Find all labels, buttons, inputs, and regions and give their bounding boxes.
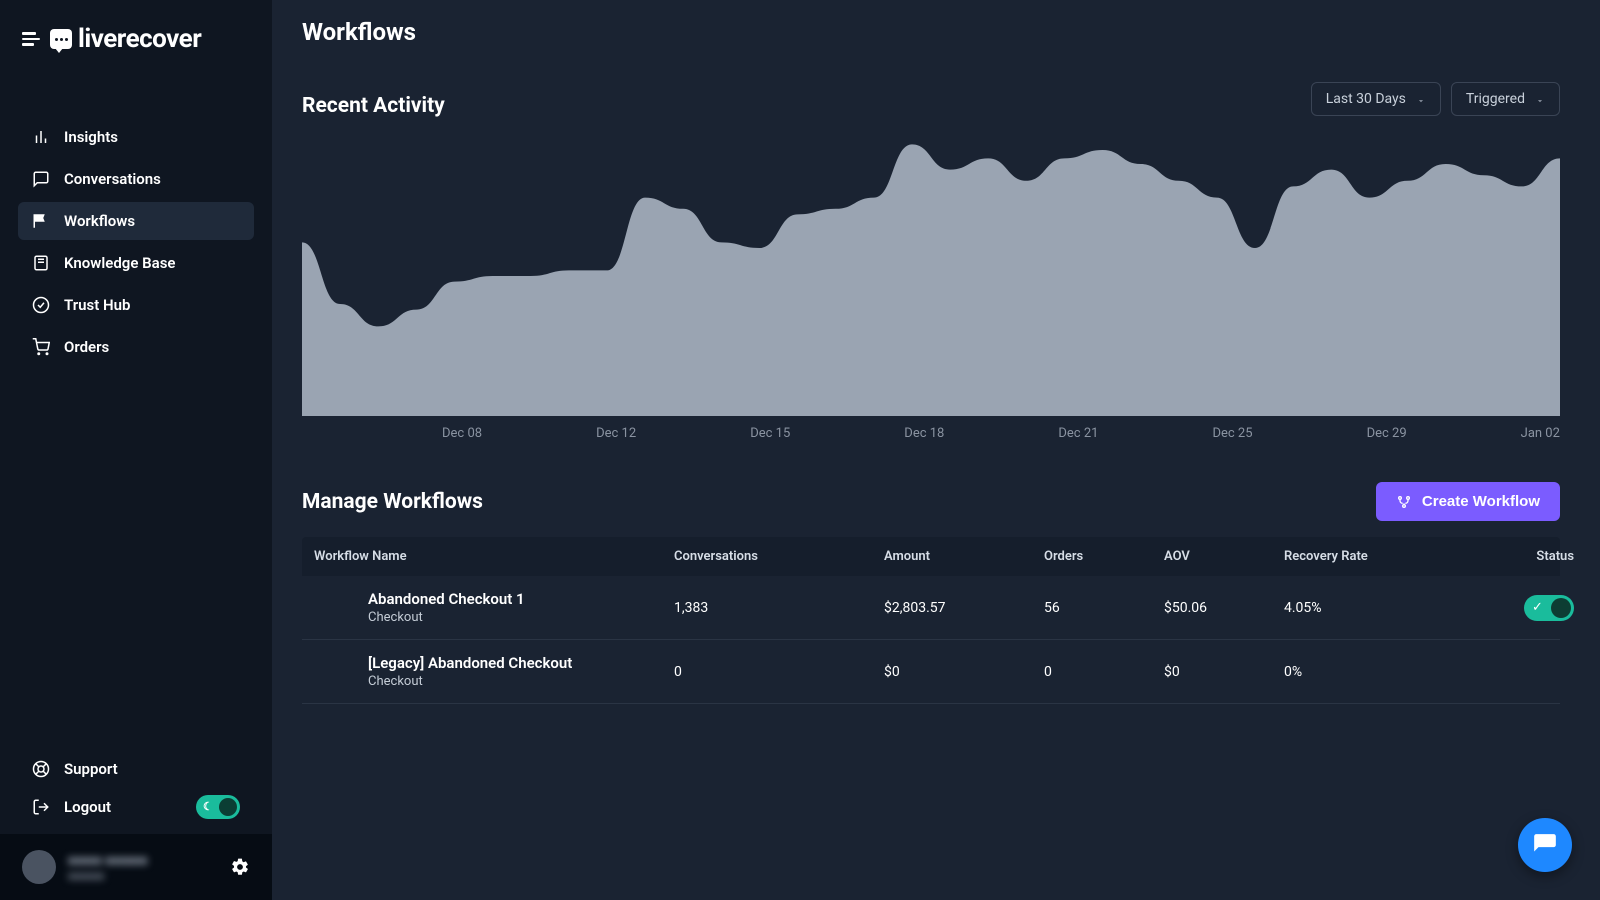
column-header: Amount <box>884 549 1044 564</box>
table-row[interactable]: Abandoned Checkout 1 Checkout1,383$2,803.… <box>302 576 1560 640</box>
x-axis-label: Dec 08 <box>442 426 482 441</box>
brand-name: liverecover <box>78 24 201 54</box>
cell-recovery_rate: 4.05% <box>1284 600 1494 616</box>
flag-icon <box>32 212 50 230</box>
nav: Insights Conversations Workflows Knowledge … <box>0 78 272 750</box>
metric-label: Triggered <box>1466 91 1525 107</box>
theme-toggle[interactable]: ☾ <box>196 795 240 819</box>
cell-status: ✓ <box>1494 595 1574 621</box>
workflow-subtitle: Checkout <box>368 674 674 689</box>
chevron-down-icon <box>1535 94 1545 104</box>
sidebar-bottom: Support Logout ☾ <box>0 750 272 834</box>
cell-orders: 0 <box>1044 664 1164 680</box>
workflow-name-cell: Abandoned Checkout 1 Checkout <box>314 590 674 625</box>
cell-amount: $0 <box>884 664 1044 680</box>
column-header: Status <box>1494 549 1574 564</box>
filters: Last 30 Days Triggered <box>1311 82 1560 116</box>
chat-fab[interactable] <box>1518 818 1572 872</box>
sidebar-item-label: Conversations <box>64 170 161 188</box>
sidebar-item-label: Insights <box>64 128 118 146</box>
menu-icon[interactable] <box>22 32 40 46</box>
page-title: Workflows <box>302 18 1560 46</box>
chart-x-axis: Dec 08 Dec 12 Dec 15 Dec 18 Dec 21 Dec 25 Dec … <box>302 420 1560 441</box>
shopping-cart-icon <box>32 338 50 356</box>
sidebar-item-label: Workflows <box>64 212 135 230</box>
logout-label: Logout <box>64 798 111 816</box>
sidebar-item-conversations[interactable]: Conversations <box>18 160 254 198</box>
cell-orders: 56 <box>1044 600 1164 616</box>
x-axis-label: Dec 29 <box>1367 426 1407 441</box>
x-axis-label: Dec 15 <box>750 426 790 441</box>
table-row[interactable]: [Legacy] Abandoned CheckoutCheckout0$00$… <box>302 640 1560 704</box>
sidebar-item-logout[interactable]: Logout ☾ <box>18 788 254 826</box>
sidebar-item-support[interactable]: Support <box>18 750 254 788</box>
workflow-name-cell: [Legacy] Abandoned Checkout Checkout <box>314 654 674 689</box>
logo-icon <box>50 29 72 49</box>
column-header: Recovery Rate <box>1284 549 1494 564</box>
sidebar-item-workflows[interactable]: Workflows <box>18 202 254 240</box>
column-header: Orders <box>1044 549 1164 564</box>
support-label: Support <box>64 760 118 778</box>
cell-aov: $50.06 <box>1164 600 1284 616</box>
workflows-table: Workflow NameConversationsAmountOrdersAO… <box>302 537 1560 704</box>
chat-icon <box>1532 832 1558 858</box>
branch-icon <box>1396 494 1412 510</box>
logout-icon <box>32 798 50 816</box>
logo-area: liverecover <box>0 0 272 78</box>
workflow-subtitle: Checkout <box>368 610 674 625</box>
avatar <box>22 850 56 884</box>
book-icon <box>32 254 50 272</box>
bar-chart-icon <box>32 128 50 146</box>
x-axis-label: Dec 12 <box>596 426 636 441</box>
cell-conversations: 0 <box>674 664 884 680</box>
gear-icon[interactable] <box>230 857 250 877</box>
area-chart-svg <box>302 136 1560 416</box>
cell-aov: $0 <box>1164 664 1284 680</box>
status-toggle[interactable]: ✓ <box>1524 595 1574 621</box>
metric-select[interactable]: Triggered <box>1451 82 1560 116</box>
main: Workflows Last 30 Days Triggered Recent … <box>272 0 1600 900</box>
x-axis-label: Dec 18 <box>904 426 944 441</box>
cell-amount: $2,803.57 <box>884 600 1044 616</box>
table-body: Abandoned Checkout 1Checkout1,383$2,803.… <box>302 576 1560 704</box>
cell-conversations: 1,383 <box>674 600 884 616</box>
support-icon <box>32 760 50 778</box>
chevron-down-icon <box>1416 94 1426 104</box>
workflow-title: [Legacy] Abandoned Checkout <box>368 654 674 672</box>
x-axis-label: Jan 02 <box>1521 426 1560 441</box>
x-axis-label: Dec 25 <box>1212 426 1252 441</box>
create-workflow-label: Create Workflow <box>1422 493 1540 510</box>
user-row[interactable]: ■■■■ ■■■■■ ■■■■■ <box>0 834 272 900</box>
message-square-icon <box>32 170 50 188</box>
user-info: ■■■■ ■■■■■ ■■■■■ <box>68 852 218 883</box>
table-header: Workflow NameConversationsAmountOrdersAO… <box>302 537 1560 576</box>
sidebar-item-label: Trust Hub <box>64 296 130 314</box>
workflow-title: Abandoned Checkout 1 <box>368 590 674 608</box>
sidebar-item-insights[interactable]: Insights <box>18 118 254 156</box>
create-workflow-button[interactable]: Create Workflow <box>1376 482 1560 521</box>
sidebar: liverecover Insights Conversations Workflo… <box>0 0 272 900</box>
column-header: Conversations <box>674 549 884 564</box>
cell-recovery_rate: 0% <box>1284 664 1494 680</box>
date-range-select[interactable]: Last 30 Days <box>1311 82 1441 116</box>
sidebar-item-label: Orders <box>64 338 109 356</box>
manage-header: Manage Workflows Create Workflow <box>302 482 1560 521</box>
activity-chart: Dec 08 Dec 12 Dec 15 Dec 18 Dec 21 Dec 25 Dec … <box>302 136 1560 446</box>
sidebar-item-knowledge-base[interactable]: Knowledge Base <box>18 244 254 282</box>
column-header: Workflow Name <box>314 549 674 564</box>
column-header: AOV <box>1164 549 1284 564</box>
sidebar-item-orders[interactable]: Orders <box>18 328 254 366</box>
check-circle-icon <box>32 296 50 314</box>
sidebar-item-label: Knowledge Base <box>64 254 175 272</box>
manage-title: Manage Workflows <box>302 490 483 514</box>
x-axis-label: Dec 21 <box>1058 426 1098 441</box>
sidebar-item-trust-hub[interactable]: Trust Hub <box>18 286 254 324</box>
date-range-label: Last 30 Days <box>1326 91 1406 107</box>
